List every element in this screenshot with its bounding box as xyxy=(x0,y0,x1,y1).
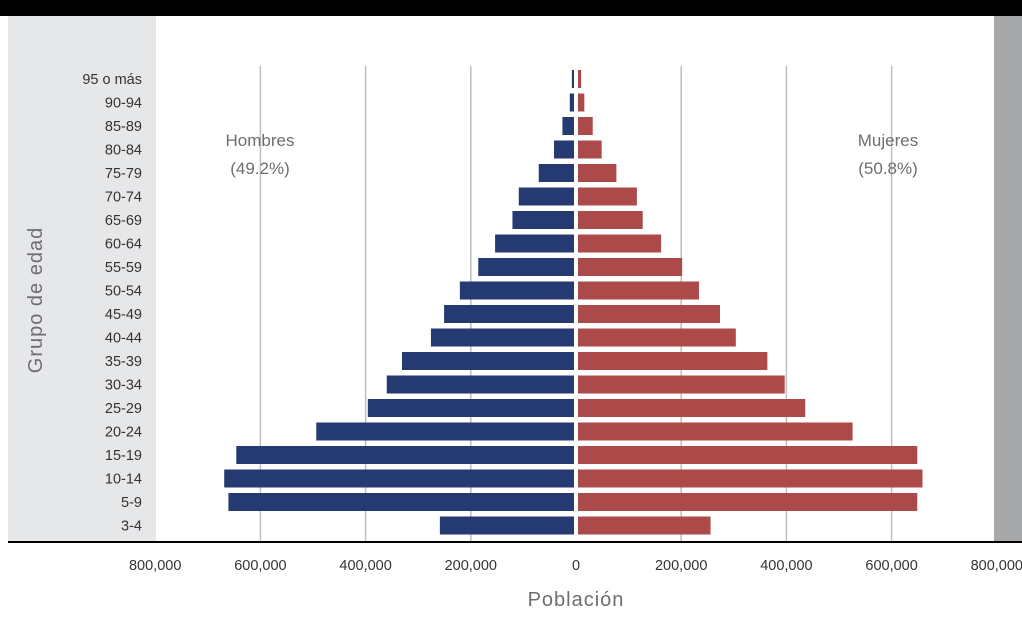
bar-male-12 xyxy=(401,352,574,370)
bar-female-18 xyxy=(578,493,918,511)
bar-female-6 xyxy=(578,211,643,229)
age-label-16: 15-19 xyxy=(105,448,142,464)
bar-male-8 xyxy=(478,258,574,276)
bar-female-10 xyxy=(578,305,721,323)
bar-male-14 xyxy=(367,399,574,417)
bar-male-11 xyxy=(430,328,574,347)
bar-male-19 xyxy=(439,516,574,535)
bar-female-11 xyxy=(578,328,736,347)
x-tick-label-2: 400,000 xyxy=(339,558,391,574)
x-tick-label-8: 800,000 xyxy=(971,558,1022,574)
age-label-9: 50-54 xyxy=(105,284,142,300)
bar-male-5 xyxy=(518,187,574,206)
right-panel xyxy=(994,16,1022,542)
age-label-15: 20-24 xyxy=(105,425,142,441)
bar-male-2 xyxy=(562,117,574,135)
bar-male-3 xyxy=(554,140,574,159)
age-label-10: 45-49 xyxy=(105,307,142,323)
age-label-13: 30-34 xyxy=(105,378,142,394)
bar-male-16 xyxy=(236,446,575,464)
bar-female-19 xyxy=(578,516,711,535)
male-label: Hombres xyxy=(226,131,295,150)
bar-female-0 xyxy=(578,70,582,88)
x-tick-label-5: 200,000 xyxy=(655,558,707,574)
bar-female-8 xyxy=(578,258,683,276)
bar-female-4 xyxy=(578,164,617,182)
age-label-5: 70-74 xyxy=(105,190,142,206)
x-tick-labels: 800,000 600,000 400,000 200,000 0 200,000 400,… xyxy=(129,558,1022,574)
bar-male-18 xyxy=(228,493,574,511)
bar-female-17 xyxy=(578,469,923,488)
bar-female-7 xyxy=(578,234,662,253)
bar-male-9 xyxy=(459,281,574,300)
bar-male-6 xyxy=(512,211,574,229)
age-label-7: 60-64 xyxy=(105,237,142,253)
age-label-17: 10-14 xyxy=(105,472,142,488)
age-label-12: 35-39 xyxy=(105,354,142,370)
age-label-11: 40-44 xyxy=(105,331,142,347)
bar-male-17 xyxy=(224,469,574,488)
age-label-6: 65-69 xyxy=(105,213,142,229)
x-tick-label-6: 400,000 xyxy=(760,558,812,574)
female-label: Mujeres xyxy=(858,131,918,150)
x-axis-title: Población xyxy=(528,589,625,611)
y-axis-title: Grupo de edad xyxy=(25,227,47,373)
bar-female-3 xyxy=(578,140,602,159)
age-label-19: 3-4 xyxy=(121,519,142,535)
bar-female-12 xyxy=(578,352,768,370)
bar-male-15 xyxy=(316,422,574,441)
bar-female-9 xyxy=(578,281,699,300)
bar-female-14 xyxy=(578,399,806,417)
bar-female-15 xyxy=(578,422,853,441)
top-black-bar xyxy=(0,0,1022,16)
left-panel xyxy=(8,16,156,542)
age-label-3: 80-84 xyxy=(105,143,142,159)
bar-female-1 xyxy=(578,93,585,112)
age-label-1: 90-94 xyxy=(105,96,142,112)
bar-female-13 xyxy=(578,375,785,394)
bars xyxy=(224,70,923,535)
x-tick-label-1: 600,000 xyxy=(234,558,286,574)
age-label-2: 85-89 xyxy=(105,119,142,135)
x-tick-label-3: 200,000 xyxy=(445,558,497,574)
bar-male-10 xyxy=(444,305,574,323)
bar-male-13 xyxy=(386,375,574,394)
age-labels: 95 o más 90-94 85-89 80-84 75-79 70-74 65-69 60… xyxy=(82,72,142,535)
male-share-label: (49.2%) xyxy=(230,159,290,178)
age-label-18: 5-9 xyxy=(121,495,142,511)
bar-male-4 xyxy=(538,164,574,182)
x-tick-label-7: 600,000 xyxy=(865,558,917,574)
x-tick-label-4: 0 xyxy=(572,558,580,574)
bar-female-5 xyxy=(578,187,637,206)
bar-female-2 xyxy=(578,117,593,135)
age-label-0: 95 o más xyxy=(82,72,142,88)
bar-male-1 xyxy=(569,93,574,112)
age-label-14: 25-29 xyxy=(105,401,142,417)
female-share-label: (50.8%) xyxy=(858,159,918,178)
x-tick-label-0: 800,000 xyxy=(129,558,181,574)
age-label-8: 55-59 xyxy=(105,260,142,276)
bar-male-0 xyxy=(571,70,574,88)
bar-female-16 xyxy=(578,446,918,464)
bar-male-7 xyxy=(495,234,574,253)
age-label-4: 75-79 xyxy=(105,166,142,182)
